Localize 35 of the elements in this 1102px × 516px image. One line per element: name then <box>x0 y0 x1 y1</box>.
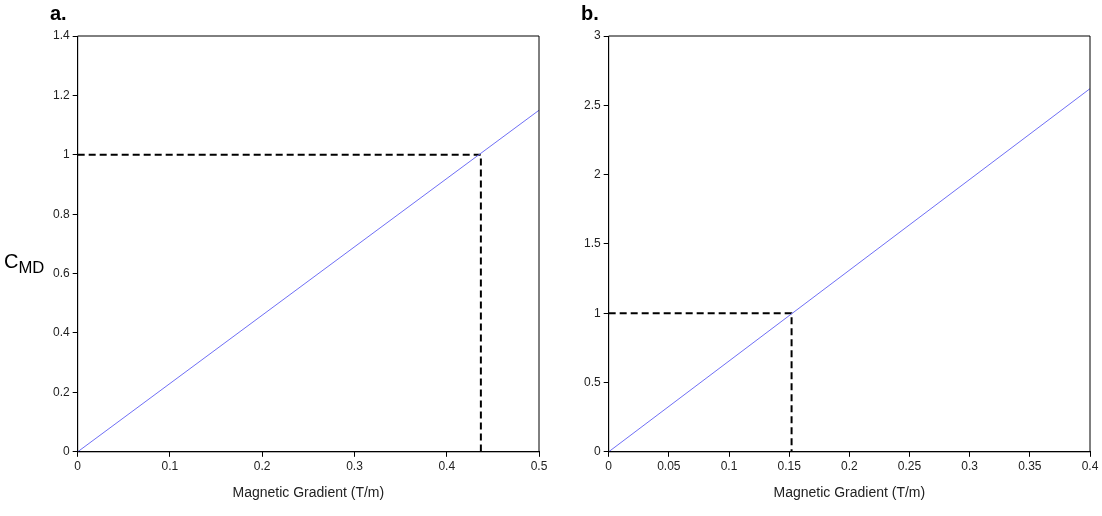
y-tick-label: 0.4 <box>52 325 70 340</box>
y-tick-label: 0.6 <box>52 265 70 280</box>
x-tick-label: 0.4 <box>1081 459 1099 474</box>
x-tick-label: 0 <box>605 459 613 474</box>
y-tick-label: 0.5 <box>583 374 601 389</box>
x-tick-label: 0 <box>74 459 82 474</box>
x-tick-label: 0.2 <box>841 459 858 474</box>
y-axis-title: C$_{MD}$ <box>4 250 45 278</box>
x-tick-label: 0.1 <box>161 459 179 474</box>
x-tick-label: 0.35 <box>1018 459 1042 474</box>
y-tick-label: 0.2 <box>52 384 70 399</box>
y-tick-label: 3 <box>593 28 601 43</box>
x-tick-label: 0.4 <box>438 459 456 474</box>
x-axis-title: Magnetic Gradient (T/m) <box>773 484 926 501</box>
y-tick-label: 0.8 <box>52 206 70 221</box>
chart-title: a. <box>50 1 67 24</box>
y-tick-label: 2.5 <box>583 97 601 112</box>
chart-title: b. <box>581 1 599 24</box>
x-tick-label: 0.1 <box>720 459 738 474</box>
y-tick-label: 0 <box>62 444 70 459</box>
x-tick-label: 0.5 <box>530 459 548 474</box>
y-tick-label: 2 <box>593 166 601 181</box>
x-tick-label: 0.05 <box>657 459 681 474</box>
x-tick-label: 0.2 <box>253 459 271 474</box>
x-tick-label: 0.3 <box>961 459 979 474</box>
x-tick-label: 0.3 <box>346 459 364 474</box>
x-axis-title: Magnetic Gradient (T/m) <box>232 484 385 501</box>
x-tick-label: 0.15 <box>777 459 802 474</box>
y-tick-label: 0 <box>593 444 601 459</box>
x-tick-label: 0.25 <box>897 459 922 474</box>
y-tick-label: 1.4 <box>52 28 70 43</box>
y-tick-label: 1 <box>62 147 70 162</box>
y-tick-label: 1.5 <box>583 236 601 251</box>
y-tick-label: 1 <box>593 305 601 320</box>
y-tick-label: 1.2 <box>52 87 70 102</box>
